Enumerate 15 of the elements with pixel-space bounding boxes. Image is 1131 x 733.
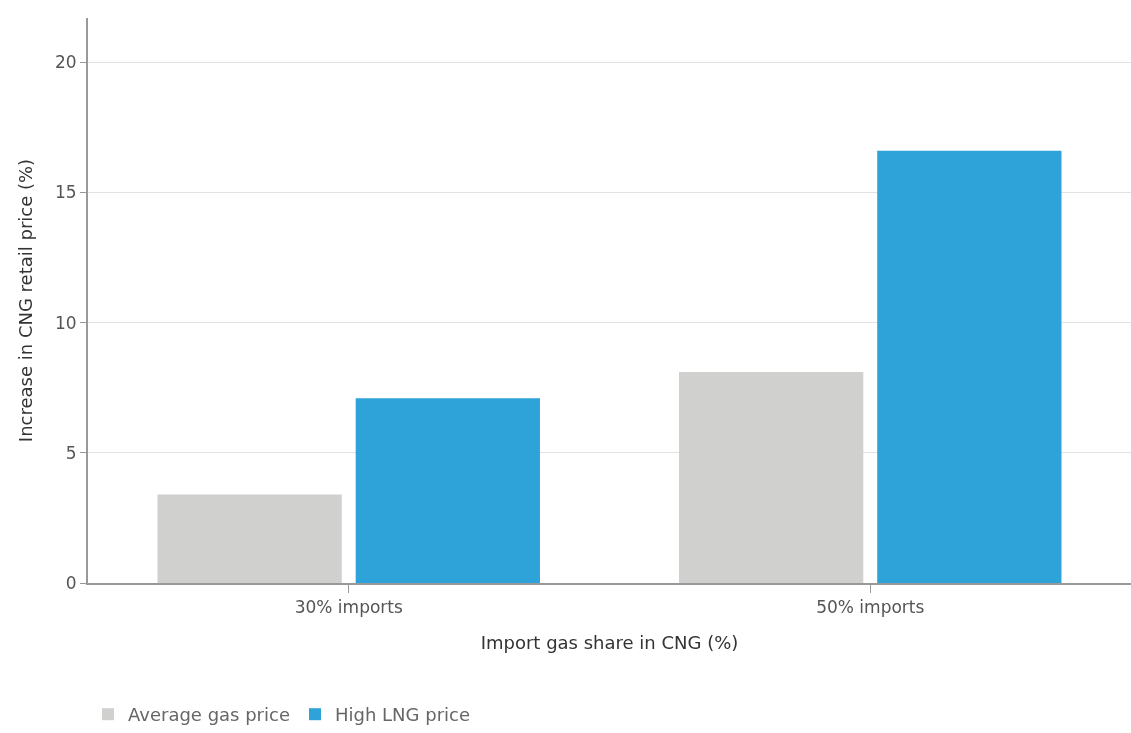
bar <box>355 398 540 583</box>
x-tick-label: 50% imports <box>816 597 925 618</box>
legend-label: High LNG price <box>335 704 471 726</box>
x-axis-title: Import gas share in CNG (%) <box>480 632 739 653</box>
bar <box>679 372 864 583</box>
y-tick-label: 15 <box>54 182 77 203</box>
bar <box>157 494 342 583</box>
y-tick-label: 20 <box>54 52 77 73</box>
y-tick-label: 0 <box>65 572 77 593</box>
x-tick-label: 30% imports <box>294 597 403 618</box>
legend-label: Average gas price <box>128 704 290 726</box>
bar <box>877 150 1062 583</box>
y-tick-label: 10 <box>54 312 77 333</box>
y-axis-title: Increase in CNG retail price (%) <box>14 158 36 443</box>
y-tick-label: 5 <box>65 442 77 463</box>
